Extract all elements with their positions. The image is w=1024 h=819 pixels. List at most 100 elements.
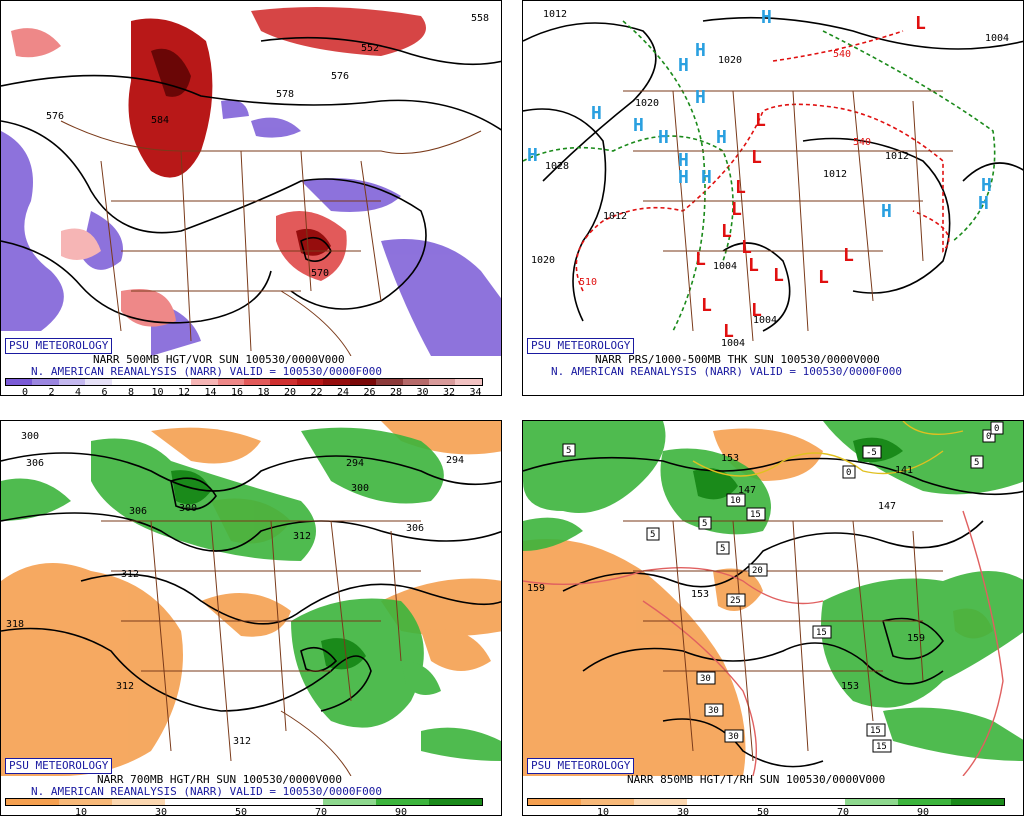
temperature-label-box xyxy=(704,703,724,717)
temperature-label-box xyxy=(724,729,744,743)
colorbar-swatch xyxy=(376,379,403,385)
colorbar-swatch xyxy=(111,379,139,385)
temperature-label: -5 xyxy=(866,448,877,458)
chart-valid-caption: N. AMERICAN REANALYSIS (NARR) VALID = 10… xyxy=(31,365,382,378)
high-pressure-symbol: H xyxy=(633,115,644,136)
colorbar-tick-label: 30 xyxy=(416,387,429,396)
temperature-label: 0 xyxy=(986,432,991,442)
colorbar-tick-label: 8 xyxy=(127,387,135,396)
low-pressure-symbol: L xyxy=(723,321,734,342)
temperature-label: 10 xyxy=(730,496,741,506)
map-label: 300 xyxy=(179,503,197,514)
colorbar-swatch xyxy=(164,799,218,805)
low-pressure-symbol: L xyxy=(818,267,829,288)
map-label: 576 xyxy=(331,71,349,82)
low-pressure-symbol: L xyxy=(755,110,766,131)
rh-colorbar xyxy=(5,798,483,806)
map-label: 294 xyxy=(446,455,464,466)
colorbar-tick-label: 18 xyxy=(257,387,270,396)
map-label: 552 xyxy=(361,43,379,54)
temperature-label-box xyxy=(862,445,882,459)
colorbar-swatch xyxy=(191,379,218,385)
map-label: 540 xyxy=(853,137,871,148)
map-label: 1004 xyxy=(721,338,745,349)
thickness-labels: 540 510 540 xyxy=(579,49,871,288)
map-label: 306 xyxy=(26,458,44,469)
colorbar-swatch xyxy=(270,799,324,805)
high-pressure-symbol: H xyxy=(881,201,892,222)
temperature-label-box xyxy=(872,739,892,753)
colorbar-swatch xyxy=(951,799,1005,805)
colorbar-swatch xyxy=(792,799,846,805)
map-label: 312 xyxy=(116,681,134,692)
colorbar-swatch xyxy=(323,379,350,385)
map-label: 312 xyxy=(121,569,139,580)
temperature-label-box xyxy=(842,465,856,479)
colorbar-tick-label: 50 xyxy=(756,807,770,816)
colorbar-swatch xyxy=(739,799,793,805)
map-label: 578 xyxy=(276,89,294,100)
chart-valid-caption: N. AMERICAN REANALYSIS (NARR) VALID = 10… xyxy=(551,365,902,378)
colorbar-swatch xyxy=(402,379,429,385)
chart-valid-caption: N. AMERICAN REANALYSIS (NARR) VALID = 10… xyxy=(31,785,382,798)
map-label: 540 xyxy=(833,49,851,60)
map-pressure-thickness: H H H H H H H H H H H H H H H L L L L L … xyxy=(523,1,1023,356)
map-label: 153 xyxy=(691,589,709,600)
colorbar-swatch xyxy=(6,799,59,805)
temperature-label: 15 xyxy=(750,510,761,520)
map-label: 1004 xyxy=(985,33,1009,44)
map-label: 147 xyxy=(738,485,756,496)
temperature-label: 5 xyxy=(720,544,725,554)
height-contours xyxy=(523,456,1023,768)
high-pressure-symbol: H xyxy=(695,40,706,61)
map-label: 147 xyxy=(878,501,896,512)
positive-vorticity-shading xyxy=(11,7,426,327)
chart-caption: NARR 500MB HGT/VOR SUN 100530/0000V000 xyxy=(93,353,345,366)
colorbar-swatch xyxy=(429,799,483,805)
map-label: 1012 xyxy=(823,169,847,180)
colorbar-tick-label: 16 xyxy=(230,387,244,396)
colorbar-swatch xyxy=(164,379,192,385)
colorbar-swatch xyxy=(633,799,687,805)
temperature-label-box xyxy=(866,723,886,737)
colorbar-swatch xyxy=(243,379,271,385)
map-label: 312 xyxy=(233,736,251,747)
colorbar-swatch xyxy=(429,379,456,385)
low-pressure-symbol: L xyxy=(695,249,706,270)
colorbar-tick-label: 10 xyxy=(74,807,88,816)
chart-caption: NARR 700MB HGT/RH SUN 100530/0000V000 xyxy=(97,773,343,786)
height-labels: 153 147 141 147 159 153 159 153 xyxy=(527,453,925,692)
psu-meteorology-badge: PSU METEOROLOGY xyxy=(527,338,635,354)
map-label: 1020 xyxy=(531,255,555,266)
high-symbols: H H H H H H H H H H H H H H H xyxy=(527,7,992,222)
map-label: 510 xyxy=(579,277,597,288)
map-label: 1028 xyxy=(545,161,569,172)
colorbar-swatch xyxy=(580,799,634,805)
pressure-labels: 1012 1020 1020 1028 1012 1020 1012 1004 … xyxy=(531,9,1009,349)
temperature-label: 15 xyxy=(876,742,887,752)
height-contours xyxy=(1,36,501,324)
colorbar-tick-label: 32 xyxy=(442,387,456,396)
chart-caption: NARR 850MB HGT/T/RH SUN 100530/0000V000 xyxy=(627,773,886,786)
temperature-label-box xyxy=(696,671,716,685)
temperature-label-box xyxy=(716,541,730,555)
map-label: 318 xyxy=(6,619,24,630)
colorbar-swatch xyxy=(6,379,33,385)
colorbar-tick-label: 0 xyxy=(21,387,29,396)
colorbar-tick-label: 2 xyxy=(48,387,55,396)
colorbar-tick-label: 28 xyxy=(389,387,403,396)
high-pressure-symbol: H xyxy=(527,145,538,166)
temperature-label-box xyxy=(748,563,768,577)
temperature-label: 0 xyxy=(994,424,999,434)
colorbar-tick-label: 70 xyxy=(836,807,850,816)
high-pressure-symbol: H xyxy=(695,87,706,108)
colorbar-tick-label: 22 xyxy=(310,387,323,396)
temperature-label-box xyxy=(746,507,766,521)
map-label: 570 xyxy=(311,268,329,279)
borders xyxy=(623,520,943,762)
temperature-contours xyxy=(523,421,1004,776)
high-pressure-symbol: H xyxy=(981,175,992,196)
high-pressure-symbol: H xyxy=(678,55,689,76)
map-label: 558 xyxy=(471,13,489,24)
map-label: 306 xyxy=(406,523,424,534)
